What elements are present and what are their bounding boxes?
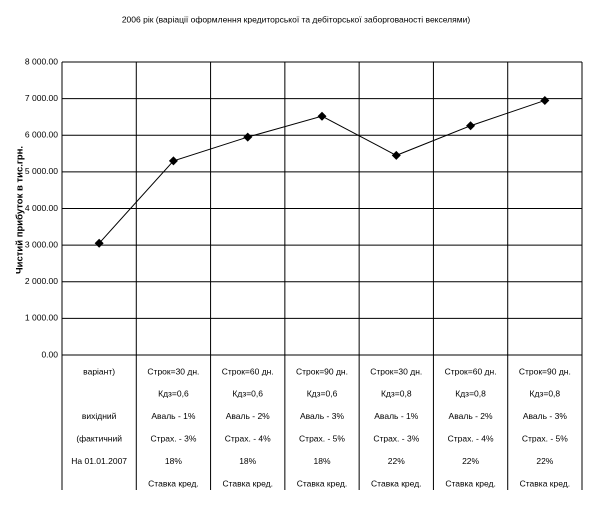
x-tick-label: Кдз=0,8: [455, 389, 486, 399]
x-tick-label: Аваль - 1%: [151, 411, 195, 421]
y-axis-label: Чистий прибуток в тис.грн.: [15, 146, 26, 274]
y-tick-label: 0.00: [41, 349, 58, 359]
x-tick-label: 18%: [165, 456, 182, 466]
x-tick-label: Аваль - 3%: [300, 411, 344, 421]
y-tick-label: 4 000.00: [25, 203, 58, 213]
x-tick-label: Страх. - 4%: [448, 433, 494, 443]
x-tick-label: варіант): [83, 366, 115, 376]
x-tick-label: 22%: [462, 456, 479, 466]
x-tick-label: Страх. - 3%: [373, 433, 419, 443]
x-tick-label: Строк=30 дн.: [147, 366, 199, 376]
data-point: [540, 95, 550, 105]
x-tick-label: 18%: [313, 456, 330, 466]
x-tick-label: Страх. - 3%: [150, 433, 196, 443]
x-tick-label: Кдз=0,6: [158, 389, 189, 399]
x-tick-label: Аваль - 1%: [374, 411, 418, 421]
data-point: [391, 150, 401, 160]
x-tick-label: Ставка кред.: [148, 478, 198, 488]
x-tick-label: вихідний: [82, 411, 117, 421]
y-tick-label: 3 000.00: [25, 239, 58, 249]
x-tick-label: Кдз=0,6: [232, 389, 263, 399]
y-tick-label: 7 000.00: [25, 93, 58, 103]
x-tick-label: На 01.01.2007: [71, 456, 127, 466]
y-tick-label: 6 000.00: [25, 130, 58, 140]
y-tick-label: 2 000.00: [25, 276, 58, 286]
y-tick-label: 5 000.00: [25, 166, 58, 176]
x-tick-label: Ставка кред.: [297, 478, 347, 488]
x-tick-label: Аваль - 2%: [226, 411, 270, 421]
chart-title: 2006 рік (варіації оформлення кредиторсь…: [122, 14, 471, 24]
x-tick-label: Строк=30 дн.: [370, 366, 422, 376]
x-tick-label: Строк=90 дн.: [296, 366, 348, 376]
x-tick-label: Строк=60 дн.: [222, 366, 274, 376]
data-point: [317, 111, 327, 121]
x-tick-label: Кдз=0,6: [307, 389, 338, 399]
x-tick-label: Строк=60 дн.: [445, 366, 497, 376]
x-tick-label: 22%: [388, 456, 405, 466]
x-tick-label: 22%: [536, 456, 553, 466]
data-point: [243, 132, 253, 142]
x-tick-label: Ставка кред.: [445, 478, 495, 488]
data-point: [466, 121, 476, 131]
x-tick-label: Ставка кред.: [222, 478, 272, 488]
y-tick-label: 8 000.00: [25, 56, 58, 66]
data-point: [94, 238, 104, 248]
x-tick-label: Строк=90 дн.: [519, 366, 571, 376]
x-tick-label: 18%: [239, 456, 256, 466]
y-tick-label: 1 000.00: [25, 313, 58, 323]
x-tick-label: Страх. - 5%: [522, 433, 568, 443]
x-tick-label: Аваль - 2%: [449, 411, 493, 421]
x-tick-label: Ставка кред.: [520, 478, 570, 488]
x-tick-label: Страх. - 5%: [299, 433, 345, 443]
x-tick-label: Страх. - 4%: [225, 433, 271, 443]
x-tick-label: Кдз=0,8: [530, 389, 561, 399]
data-point: [168, 156, 178, 166]
x-tick-label: Аваль - 3%: [523, 411, 567, 421]
x-tick-label: (фактичний: [76, 433, 122, 443]
x-tick-label: Кдз=0,8: [381, 389, 412, 399]
x-tick-label: Ставка кред.: [371, 478, 421, 488]
